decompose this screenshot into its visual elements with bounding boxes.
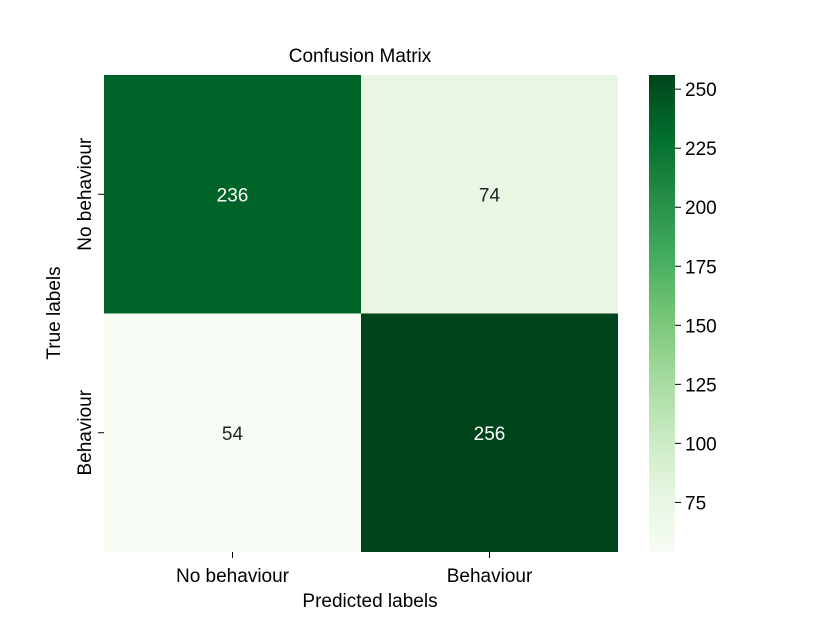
colorbar-tick-label: 150 <box>685 316 717 337</box>
cell-value-label: 54 <box>222 424 244 445</box>
colorbar-tick-label: 200 <box>685 198 717 219</box>
heatmap-cell <box>104 313 361 552</box>
x-axis-label: Predicted labels <box>302 591 437 612</box>
heatmap-cell <box>361 313 618 552</box>
chart-title: Confusion Matrix <box>289 46 432 67</box>
colorbar-ticks: 75 100 125 150 175 200 225 250 <box>675 80 717 514</box>
heatmap-cell <box>104 75 361 314</box>
colorbar-tick-label: 100 <box>685 434 717 455</box>
colorbar-tick-label: 175 <box>685 257 717 278</box>
y-axis-ticks: No behaviour Behaviour <box>75 137 104 476</box>
heatmap-cell-labels: 236 74 54 256 <box>217 185 506 445</box>
heatmap-cells <box>104 75 618 552</box>
x-tick-label: No behaviour <box>176 566 290 587</box>
colorbar-tick-label: 125 <box>685 375 717 396</box>
heatmap-cell <box>361 75 618 314</box>
y-tick-label: Behaviour <box>75 389 96 475</box>
y-axis-label: True labels <box>44 266 65 359</box>
x-tick-label: Behaviour <box>447 566 533 587</box>
y-tick-label: No behaviour <box>75 137 96 251</box>
cell-value-label: 74 <box>479 185 501 206</box>
cell-value-label: 236 <box>217 185 249 206</box>
cell-value-label: 256 <box>474 424 506 445</box>
colorbar <box>649 75 675 552</box>
colorbar-tick-label: 225 <box>685 139 717 160</box>
colorbar-tick-label: 250 <box>685 80 717 101</box>
colorbar-tick-label: 75 <box>685 493 706 514</box>
x-axis-ticks: No behaviour Behaviour <box>176 552 533 587</box>
